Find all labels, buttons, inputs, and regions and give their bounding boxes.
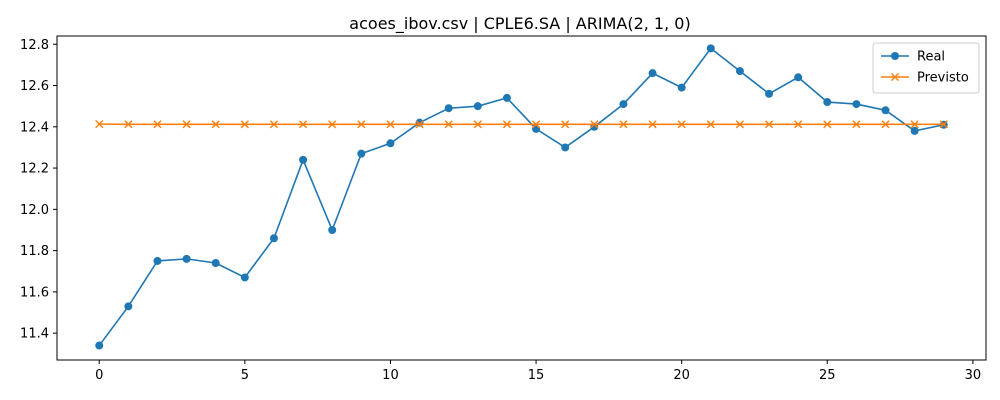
x-tick-label: 30 <box>965 368 982 383</box>
legend-marker-x <box>890 72 900 82</box>
data-point-real <box>211 259 220 268</box>
data-point-previsto <box>764 120 774 129</box>
data-point-previsto <box>881 120 890 129</box>
series-real <box>95 44 948 350</box>
data-point-previsto <box>328 120 337 129</box>
x-tick-label: 25 <box>819 368 836 383</box>
series-layer <box>95 44 948 350</box>
x-axis: 0 5 10 15 20 25 30 <box>95 360 981 383</box>
data-point-previsto <box>939 120 948 129</box>
y-tick-label: 11.4 <box>20 327 49 342</box>
data-point-real <box>561 143 570 152</box>
y-tick-label: 12.8 <box>20 38 49 53</box>
data-point-real <box>95 341 104 350</box>
series-line-real <box>98 47 944 347</box>
y-tick-label: 12.4 <box>20 120 49 135</box>
data-point-previsto <box>357 120 366 129</box>
data-point-real <box>881 106 890 115</box>
data-point-real <box>502 93 511 102</box>
x-tick-label: 5 <box>241 368 249 383</box>
data-point-previsto <box>590 120 599 129</box>
data-point-previsto <box>415 120 424 129</box>
data-point-previsto <box>298 120 308 129</box>
data-point-real <box>415 118 424 127</box>
data-point-real <box>240 273 249 282</box>
x-tick-label: 15 <box>528 368 545 383</box>
data-point-real <box>648 69 657 78</box>
data-point-real <box>386 139 395 148</box>
legend-marker-circle <box>891 52 899 60</box>
data-point-real <box>473 102 482 111</box>
data-point-previsto <box>735 120 745 129</box>
y-axis: 11.4 11.6 11.8 12.0 12.2 12.4 12.6 12.8 <box>20 38 57 342</box>
y-tick-label: 12.2 <box>20 162 49 177</box>
data-point-real <box>357 149 366 158</box>
y-tick-label: 12.0 <box>20 203 49 218</box>
x-tick-label: 10 <box>382 368 399 383</box>
y-tick-label: 12.6 <box>20 79 49 94</box>
data-point-previsto <box>153 120 162 129</box>
legend-item-real: Real <box>881 50 945 65</box>
data-point-real <box>328 225 337 234</box>
data-point-previsto <box>823 120 832 129</box>
data-point-previsto <box>561 120 570 129</box>
data-point-previsto <box>124 120 133 129</box>
data-point-previsto <box>794 120 803 129</box>
data-point-real <box>735 67 744 76</box>
data-point-previsto <box>240 120 249 129</box>
data-point-real <box>182 254 191 263</box>
x-tick-label: 0 <box>95 368 103 383</box>
x-tick-label: 20 <box>673 368 690 383</box>
data-point-real <box>532 124 541 133</box>
data-point-previsto <box>502 120 512 129</box>
data-point-previsto <box>182 120 191 129</box>
data-point-previsto <box>677 120 686 129</box>
data-point-real <box>706 44 715 53</box>
data-point-previsto <box>95 120 104 129</box>
data-point-previsto <box>211 120 220 129</box>
data-point-real <box>677 83 686 92</box>
data-point-previsto <box>910 120 919 129</box>
data-point-previsto <box>648 120 657 129</box>
data-point-previsto <box>706 120 715 129</box>
data-point-previsto <box>619 120 628 129</box>
series-previsto <box>95 120 948 129</box>
legend: Real Previsto <box>872 42 980 94</box>
data-point-previsto <box>473 120 482 129</box>
data-point-real <box>269 234 278 243</box>
data-point-previsto <box>444 120 453 129</box>
data-point-real <box>619 100 628 109</box>
data-point-real <box>765 89 774 98</box>
data-point-previsto <box>269 120 279 129</box>
legend-label-real: Real <box>917 50 945 65</box>
data-point-real <box>153 256 162 265</box>
data-point-real <box>124 302 133 311</box>
data-point-real <box>910 126 919 135</box>
data-point-real <box>794 73 803 82</box>
chart-title: acoes_ibov.csv | CPLE6.SA | ARIMA(2, 1, … <box>349 14 690 34</box>
data-point-previsto <box>852 120 861 129</box>
data-point-previsto <box>386 120 395 129</box>
data-point-real <box>299 155 308 164</box>
data-point-real <box>823 98 832 107</box>
data-point-real <box>444 104 453 113</box>
data-point-previsto <box>531 120 541 129</box>
y-tick-label: 11.6 <box>20 285 49 300</box>
legend-label-previsto: Previsto <box>917 71 969 86</box>
legend-item-previsto: Previsto <box>881 71 969 86</box>
y-tick-label: 11.8 <box>20 244 49 259</box>
data-point-real <box>852 100 861 109</box>
plot-area-frame <box>56 35 987 361</box>
